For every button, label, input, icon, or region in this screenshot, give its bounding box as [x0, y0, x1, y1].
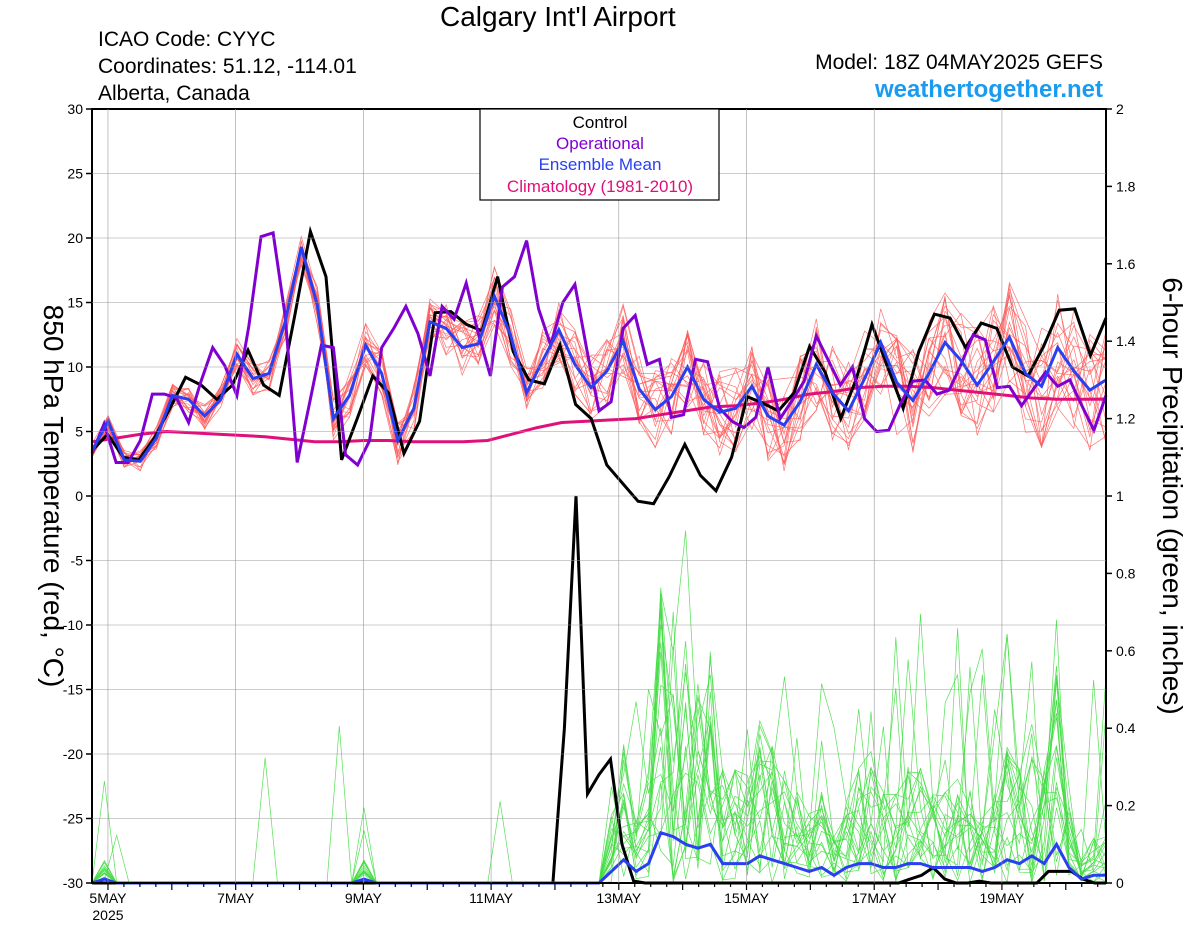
ensemble-member-precip	[91, 648, 1107, 884]
ensemble-member-precip	[91, 642, 1107, 884]
x-year-label: 2025	[92, 907, 123, 923]
right-tick-label: 1.2	[1116, 411, 1136, 427]
ensemble-member-precip	[91, 613, 1107, 884]
left-tick-label: -15	[63, 682, 83, 698]
right-tick-label: 0.6	[1116, 643, 1136, 659]
ensemble-member-precip	[91, 651, 1107, 884]
right-tick-label: 2	[1116, 101, 1124, 117]
legend-control: Control	[573, 113, 628, 132]
ensemble-member-temp	[91, 256, 1107, 468]
operational-temp-line	[90, 230, 1108, 468]
x-tick-label: 5MAY	[89, 890, 127, 906]
x-tick-label: 11MAY	[469, 890, 513, 906]
left-tick-label: 5	[75, 424, 83, 440]
control-temp-line	[90, 225, 1108, 506]
ensemble-member-precip	[91, 611, 1107, 884]
right-axis-label: 6-hour Precipitation (green, inches)	[1157, 277, 1188, 714]
mean-temp-line	[90, 246, 1107, 463]
legend-box: Control Operational Ensemble Mean Climat…	[479, 108, 720, 201]
left-tick-label: -10	[63, 617, 83, 633]
ensemble-member-precip	[91, 628, 1107, 884]
legend-climatology: Climatology (1981-2010)	[507, 177, 693, 196]
icao-code: ICAO Code: CYYC	[98, 28, 276, 51]
axes: 302520151050-5-10-15-20-25-3021.81.61.41…	[63, 101, 1136, 923]
ensemble-member-precip	[91, 608, 1107, 884]
legend-ensemble-mean: Ensemble Mean	[539, 155, 662, 174]
left-tick-label: -25	[63, 811, 83, 827]
x-tick-label: 15MAY	[724, 890, 770, 906]
left-tick-label: -5	[71, 553, 84, 569]
region: Alberta, Canada	[98, 82, 250, 105]
ensemble-member-precip	[91, 601, 1107, 884]
x-tick-label: 19MAY	[979, 890, 1025, 906]
main-series-lines	[90, 225, 1108, 885]
right-tick-label: 0.8	[1116, 565, 1136, 581]
ensemble-member-precip	[91, 610, 1107, 884]
left-tick-label: -30	[63, 875, 83, 891]
site-name[interactable]: weathertogether.net	[874, 76, 1103, 103]
ensemble-member-precip	[91, 592, 1107, 884]
left-tick-label: 30	[67, 101, 83, 117]
ensemble-member-precip	[91, 619, 1107, 884]
model-run: Model: 18Z 04MAY2025 GEFS	[815, 51, 1103, 74]
ensemble-member-temp	[91, 257, 1107, 459]
right-tick-label: 0	[1116, 875, 1124, 891]
ensemble-member-precip	[91, 674, 1107, 884]
right-tick-label: 0.2	[1116, 798, 1136, 814]
x-tick-label: 17MAY	[852, 890, 898, 906]
x-tick-label: 7MAY	[217, 890, 255, 906]
right-tick-label: 1	[1116, 488, 1124, 504]
right-tick-label: 1.6	[1116, 256, 1136, 272]
legend-operational: Operational	[556, 134, 644, 153]
left-tick-label: 25	[67, 166, 83, 182]
x-tick-label: 9MAY	[345, 890, 383, 906]
coordinates: Coordinates: 51.12, -114.01	[98, 55, 357, 78]
left-axis-label: 850 hPa Temperature (red, °C)	[38, 305, 69, 688]
left-tick-label: -20	[63, 746, 83, 762]
right-tick-label: 1.8	[1116, 178, 1136, 194]
ensemble-member-precip	[91, 530, 1107, 884]
ensemble-member-temp	[91, 262, 1107, 462]
climatology-line	[91, 384, 1106, 444]
left-tick-label: 20	[67, 230, 83, 246]
right-tick-label: 1.4	[1116, 333, 1136, 349]
left-tick-label: 10	[67, 359, 83, 375]
ensemble-member-precip	[91, 641, 1107, 884]
chart-title: Calgary Int'l Airport	[440, 1, 676, 32]
x-tick-label: 13MAY	[596, 890, 642, 906]
left-tick-label: 15	[67, 295, 83, 311]
right-tick-label: 0.4	[1116, 720, 1136, 736]
ensemble-member-precip	[91, 587, 1107, 884]
ensemble-member-precip	[91, 634, 1107, 884]
ensemble-member-lines	[91, 235, 1107, 884]
left-tick-label: 0	[75, 488, 83, 504]
ensemble-member-precip	[91, 674, 1107, 884]
